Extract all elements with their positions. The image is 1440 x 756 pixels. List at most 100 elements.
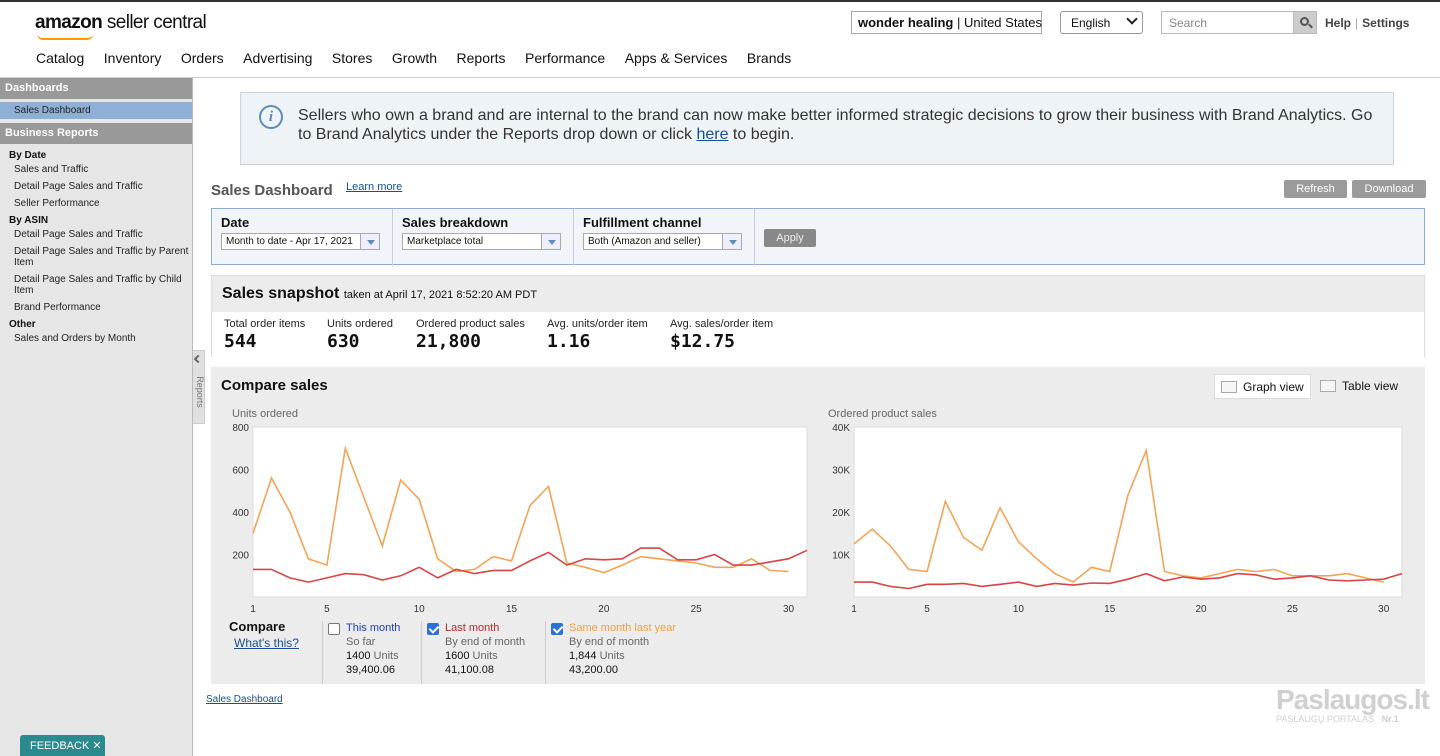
plot-area: [853, 426, 1403, 598]
series-units: 1,844 Units: [552, 649, 685, 663]
x-tick-label: 1: [250, 604, 256, 615]
snapshot-metric: Avg. units/order item 1.16: [547, 318, 648, 352]
nav-item-performance[interactable]: Performance: [525, 50, 606, 66]
sidebar-by-asin-label: By ASIN: [9, 215, 49, 226]
feedback-label: FEEDBACK: [30, 740, 90, 752]
nav-item-orders[interactable]: Orders: [180, 50, 224, 66]
legend-series: Same month last year By end of month 1,844…: [545, 621, 685, 684]
nav-item-catalog[interactable]: Catalog: [36, 50, 85, 66]
x-tick-label: 1: [851, 604, 857, 615]
reports-collapse-tab[interactable]: Reports: [193, 350, 205, 424]
store-selector[interactable]: wonder healing | United States: [851, 11, 1042, 34]
fulfillment-channel-select[interactable]: Both (Amazon and seller): [583, 233, 723, 250]
settings-link[interactable]: Settings: [1362, 16, 1410, 30]
sidebar-item[interactable]: Detail Page Sales and Traffic: [14, 229, 143, 240]
y-tick-label: 400: [232, 508, 249, 519]
sidebar-item-sales-dashboard[interactable]: Sales Dashboard: [0, 102, 192, 119]
sidebar-item[interactable]: Sales and Orders by Month: [14, 333, 136, 344]
sidebar: Dashboards Sales Dashboard Business Repo…: [0, 78, 193, 756]
fulfillment-channel-label: Fulfillment channel: [583, 215, 702, 230]
watermark-subtitle: PASLAUGŲ PORTALAS Nr.1: [1276, 714, 1416, 724]
snapshot-metric: Avg. sales/order item $12.75: [670, 318, 773, 352]
sidebar-item[interactable]: Seller Performance: [14, 198, 100, 209]
x-tick-label: 20: [598, 604, 610, 615]
amazon-smile-icon: [37, 34, 93, 40]
search-input[interactable]: Search: [1161, 11, 1294, 34]
seller-central-logo[interactable]: amazon seller central: [35, 12, 207, 40]
date-select[interactable]: Month to date - Apr 17, 2021: [221, 233, 361, 250]
chevron-down-icon[interactable]: [541, 233, 561, 250]
chevron-down-icon: [1126, 13, 1138, 25]
series-title: This month: [346, 622, 401, 634]
nav-item-apps-services[interactable]: Apps & Services: [624, 50, 728, 66]
y-tick-label: 800: [232, 423, 249, 434]
metric-label: Total order items: [224, 318, 306, 330]
feedback-button[interactable]: FEEDBACK ✕: [20, 735, 105, 756]
sidebar-by-date-list: Sales and Traffic Detail Page Sales and T…: [0, 161, 192, 212]
compare-legend: Compare What's this? This month So far 140…: [211, 616, 1425, 684]
series-checkbox[interactable]: [551, 623, 563, 635]
refresh-button[interactable]: Refresh: [1284, 180, 1347, 198]
snapshot-metric: Units ordered 630: [327, 318, 393, 352]
chevron-down-icon[interactable]: [360, 233, 380, 250]
apply-button[interactable]: Apply: [764, 229, 816, 247]
language-select[interactable]: English: [1060, 11, 1143, 34]
table-view-toggle[interactable]: Table view: [1314, 374, 1404, 399]
nav-item-brands[interactable]: Brands: [746, 50, 792, 66]
chart-title: Ordered product sales: [828, 408, 937, 420]
chevron-down-icon[interactable]: [722, 233, 742, 250]
main-nav: Catalog Inventory Orders Advertising Stores G…: [36, 50, 811, 66]
search-icon: [1300, 17, 1309, 26]
series-title: Same month last year: [569, 622, 676, 634]
top-links: Help | Settings: [1325, 16, 1410, 30]
series-checkbox[interactable]: [328, 623, 340, 635]
store-name: wonder healing: [858, 15, 954, 30]
whats-this-link[interactable]: What's this?: [234, 636, 299, 650]
series-checkbox[interactable]: [427, 623, 439, 635]
banner-here-link[interactable]: here: [696, 126, 729, 143]
metric-label: Avg. units/order item: [547, 318, 648, 330]
sales-breakdown-select[interactable]: Marketplace total: [402, 233, 542, 250]
footer-sales-dashboard-link[interactable]: Sales Dashboard: [206, 694, 283, 705]
snapshot-metrics: Total order items 544 Units ordered 630 Orde…: [212, 312, 1424, 357]
learn-more-link[interactable]: Learn more: [346, 181, 403, 193]
metric-value: 544: [224, 331, 257, 352]
date-filter-label: Date: [221, 215, 250, 230]
series-line: [253, 547, 808, 583]
legend-series: This month So far 1400 Units 39,400.06: [322, 621, 421, 684]
x-tick-label: 10: [414, 604, 426, 615]
series-units-label: Units: [373, 650, 399, 662]
banner-text-after: to begin.: [728, 126, 795, 143]
table-view-label: Table view: [1342, 379, 1399, 393]
y-tick-label: 600: [232, 466, 249, 477]
sidebar-item[interactable]: Sales and Traffic: [14, 164, 89, 175]
filter-bar: Date Month to date - Apr 17, 2021 Sales …: [211, 208, 1425, 266]
help-link[interactable]: Help: [1325, 16, 1352, 30]
banner-text-before: Sellers who own a brand and are internal…: [298, 107, 1373, 143]
search-button[interactable]: [1293, 11, 1317, 34]
info-icon: i: [259, 105, 283, 129]
nav-item-advertising[interactable]: Advertising: [243, 50, 313, 66]
graph-view-toggle[interactable]: Graph view: [1214, 374, 1311, 399]
compare-sales-panel: Compare sales Graph view Table view Unit…: [211, 367, 1425, 684]
metric-label: Units ordered: [327, 318, 394, 330]
snapshot-metric: Ordered product sales 21,800: [416, 318, 525, 352]
series-units: 1400 Units: [329, 649, 421, 663]
nav-item-reports[interactable]: Reports: [456, 50, 506, 66]
date-filter: Date Month to date - Apr 17, 2021: [212, 209, 393, 266]
nav-item-stores[interactable]: Stores: [331, 50, 373, 66]
x-tick-label: 10: [1013, 604, 1025, 615]
watermark-logo: Paslaugos.lt PASLAUGŲ PORTALAS Nr.1: [1276, 684, 1430, 734]
sidebar-item[interactable]: Brand Performance: [14, 302, 101, 313]
sidebar-item[interactable]: Detail Page Sales and Traffic by Child I…: [14, 274, 182, 296]
nav-item-inventory[interactable]: Inventory: [103, 50, 162, 66]
graph-view-label: Graph view: [1243, 380, 1304, 394]
nav-item-growth[interactable]: Growth: [391, 50, 438, 66]
close-icon[interactable]: ✕: [92, 740, 102, 752]
download-button[interactable]: Download: [1352, 180, 1426, 198]
sidebar-by-date-label: By Date: [9, 150, 47, 161]
search-icon-handle: [1308, 23, 1313, 29]
sidebar-other-label: Other: [9, 319, 36, 330]
sidebar-item[interactable]: Detail Page Sales and Traffic by Parent …: [14, 246, 189, 268]
sidebar-item[interactable]: Detail Page Sales and Traffic: [14, 181, 143, 192]
